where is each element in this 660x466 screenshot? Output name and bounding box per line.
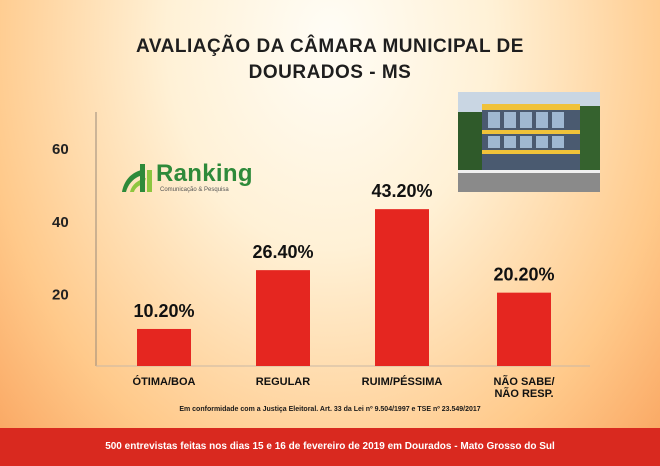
title-line-1: AVALIAÇÃO DA CÂMARA MUNICIPAL DE <box>136 36 524 57</box>
logo-tagline: Comunicação & Pesquisa <box>160 187 229 193</box>
title-line-2: DOURADOS - MS <box>248 62 412 83</box>
chart-bars: 10.20% ÓTIMA/BOA 26.40% REGULAR 43.20% RUIM/P… <box>133 181 555 400</box>
y-tick-label: 20 <box>52 286 69 303</box>
ranking-logo: Ranking Comunicação & Pesquisa <box>120 158 260 198</box>
category-label: NÃO SABE/ <box>493 375 554 388</box>
category-label: RUIM/PÉSSIMA <box>362 375 443 388</box>
data-label: 26.40% <box>252 242 313 262</box>
data-label: 20.20% <box>493 265 554 285</box>
category-label: REGULAR <box>256 376 310 388</box>
building-photo <box>458 92 600 192</box>
legal-note: Em conformidade com a Justiça Eleitoral.… <box>179 406 481 413</box>
category-label: NÃO RESP. <box>494 387 553 400</box>
footer-banner: 500 entrevistas feitas nos dias 15 e 16 … <box>0 428 660 466</box>
chart-title: AVALIAÇÃO DA CÂMARA MUNICIPAL DE DOURADO… <box>60 34 600 86</box>
bar <box>375 209 429 366</box>
y-tick-label: 60 <box>52 141 69 158</box>
bar <box>256 270 310 366</box>
ranking-logo-icon <box>122 164 152 192</box>
logo-wordmark: Ranking <box>156 160 253 187</box>
building-photo-image <box>458 92 600 192</box>
y-tick-label: 40 <box>52 214 69 231</box>
bar <box>137 328 191 366</box>
data-label: 43.20% <box>371 181 432 201</box>
category-label: ÓTIMA/BOA <box>133 375 196 388</box>
bar <box>497 292 551 366</box>
data-label: 10.20% <box>133 301 194 321</box>
